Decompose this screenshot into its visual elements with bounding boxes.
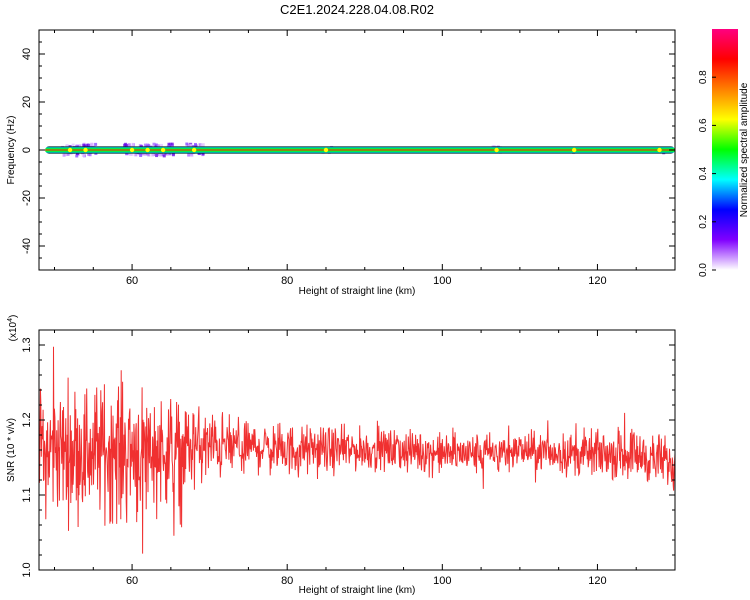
spectral-noise-pixel xyxy=(125,144,129,148)
spectral-noise-pixel xyxy=(162,154,166,158)
band-peak-marker xyxy=(191,147,197,153)
band-peak-marker xyxy=(83,147,88,153)
band-peak-marker xyxy=(323,147,329,153)
colorbar-tick-label: 0.0 xyxy=(698,263,709,277)
spectral-noise-pixel xyxy=(155,144,159,148)
spectral-noise-pixel xyxy=(78,143,82,147)
spectral-noise-pixel xyxy=(155,152,159,156)
spectral-noise-pixel xyxy=(71,143,75,147)
colorbar-gradient xyxy=(712,29,738,270)
spectral-noise-pixel xyxy=(89,142,93,146)
snr-x-tick-label: 120 xyxy=(588,575,606,587)
snr-panel: 60 80 100 120 1.0 1.1 1.2 1.3 Height of straigh… xyxy=(6,315,676,596)
spectrogram-x-tick-label: 60 xyxy=(126,275,138,287)
spectral-noise-pixel xyxy=(88,153,92,157)
spectral-noise-pixel xyxy=(160,143,164,147)
frequency-band xyxy=(45,146,675,154)
spectral-noise-pixel xyxy=(130,152,134,156)
spectrogram-ticks: 60 80 100 120 -40 -20 0 20 40 xyxy=(21,29,676,287)
spectral-noise-pixel xyxy=(189,143,193,147)
colorbar: 0.0 0.2 0.4 0.6 0.8 Normalized spectral ampl… xyxy=(698,29,750,277)
spectral-noise-pixel xyxy=(157,144,161,148)
figure-title: C2E1.2024.228.04.08.R02 xyxy=(280,2,434,17)
spectral-noise-pixel xyxy=(152,142,156,146)
spectrogram-y-tick-label: -20 xyxy=(21,190,33,206)
spectral-noise-pixel xyxy=(158,153,162,157)
spectral-noise-pixel xyxy=(170,142,174,146)
spectral-noise-pixel xyxy=(83,144,87,148)
colorbar-tick-label: 0.2 xyxy=(698,214,709,228)
spectrogram-y-tick-label: 20 xyxy=(21,96,33,108)
spectral-noise-pixel xyxy=(151,153,155,157)
spectrogram-panel: 60 80 100 120 -40 -20 0 20 40 Height of straight… xyxy=(6,29,676,297)
spectral-noise-pixel xyxy=(147,144,151,148)
snr-x-tick-label: 60 xyxy=(126,575,138,587)
spectral-noise-pixel xyxy=(94,142,98,146)
spectrogram-x-tick-label: 80 xyxy=(281,275,293,287)
dominant-frequency-band xyxy=(45,146,675,154)
snr-x-tick-label: 80 xyxy=(281,575,293,587)
band-peak-marker xyxy=(571,147,577,153)
spectrogram-y-tick-label: 0 xyxy=(21,147,33,153)
spectral-noise-pixel xyxy=(155,154,159,158)
spectral-noise-pixel xyxy=(139,154,143,158)
colorbar-ticks: 0.0 0.2 0.4 0.6 0.8 xyxy=(698,70,716,277)
spectral-noise-pixel xyxy=(81,153,85,157)
spectrogram-y-axis-label: Frequency (Hz) xyxy=(6,116,17,185)
spectral-noise-pixel xyxy=(128,152,132,156)
spectral-noise-pixel xyxy=(201,152,205,156)
spectrogram-x-tick-label: 100 xyxy=(433,275,451,287)
spectrogram-y-tick-label: -40 xyxy=(21,238,33,254)
spectral-noise-pixel xyxy=(185,142,189,146)
snr-x-tick-label: 100 xyxy=(433,575,451,587)
spectrogram-x-axis-label: Height of straight line (km) xyxy=(299,286,416,297)
spectral-noise-pixel xyxy=(171,153,175,157)
spectral-noise-pixel xyxy=(200,143,204,147)
spectral-noise-pixel xyxy=(66,152,70,156)
spectral-noise-pixel xyxy=(124,142,128,146)
spectral-noise-pixel xyxy=(131,142,135,146)
band-peak-marker xyxy=(145,147,150,153)
spectral-noise-pixel xyxy=(193,142,197,146)
spectral-noise-pixel xyxy=(134,153,138,157)
spectrogram-y-tick-label: 40 xyxy=(21,48,33,60)
spectral-noise-pixel xyxy=(65,144,69,148)
spectral-noise-pixel xyxy=(64,153,68,157)
spectral-noise-pixel xyxy=(141,152,145,156)
snr-y-tick-label: 1.1 xyxy=(21,487,33,502)
spectral-noise-pixel xyxy=(143,143,147,147)
snr-multiplier: (x104) xyxy=(7,315,19,342)
band-peak-marker xyxy=(657,147,662,153)
spectral-noise-pixel xyxy=(62,153,66,157)
spectral-noise-pixel xyxy=(190,152,194,156)
colorbar-tick-label: 0.6 xyxy=(698,118,709,132)
snr-y-tick-label: 1.0 xyxy=(21,562,33,577)
spectral-noise-pixel xyxy=(168,152,172,156)
spectral-noise-pixel xyxy=(165,152,169,156)
snr-y-tick-label: 1.3 xyxy=(21,337,33,352)
spectral-noise-pixel xyxy=(167,142,171,146)
colorbar-tick-label: 0.8 xyxy=(698,70,709,84)
spectral-noise-pixel xyxy=(187,153,191,157)
snr-ticks: 60 80 100 120 1.0 1.1 1.2 1.3 xyxy=(21,330,676,587)
band-peak-marker xyxy=(494,147,499,153)
spectral-noise-pixel xyxy=(171,144,175,148)
spectral-noise-pixel xyxy=(127,144,131,148)
spectral-noise-pixel xyxy=(160,153,164,157)
colorbar-label: Normalized spectral amplitude xyxy=(739,82,750,217)
snr-series-line xyxy=(39,346,675,554)
band-peak-marker xyxy=(129,147,135,153)
band-peak-marker xyxy=(160,147,166,153)
snr-y-tick-label: 1.2 xyxy=(21,412,33,427)
snr-x-axis-label: Height of straight line (km) xyxy=(299,585,416,596)
spectral-noise-pixel xyxy=(198,143,202,147)
band-peak-marker xyxy=(67,147,73,153)
snr-y-axis-label: SNR (10 * v/v) xyxy=(6,418,17,482)
colorbar-tick-label: 0.4 xyxy=(698,166,709,180)
spectrogram-x-tick-label: 120 xyxy=(588,275,606,287)
spectral-noise-pixel xyxy=(86,143,90,147)
spectral-noise-pixel xyxy=(75,154,79,158)
